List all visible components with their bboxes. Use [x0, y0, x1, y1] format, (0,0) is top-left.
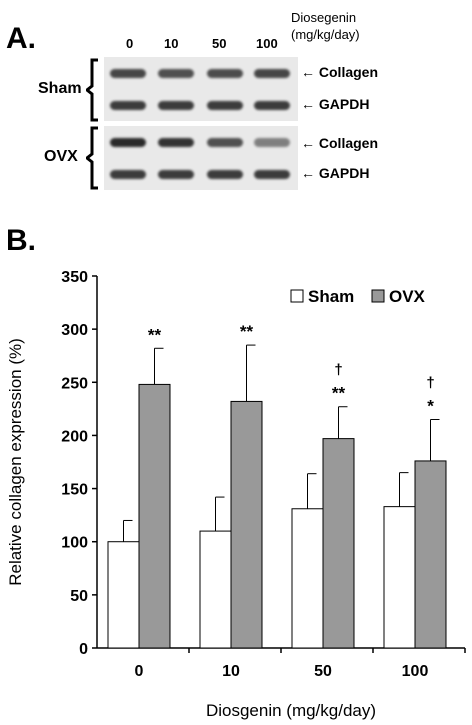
y-tick-label-0: 0	[79, 641, 88, 658]
bar-ovx-10	[230, 400, 263, 649]
row-label-sham-gapdh: ← GAPDH	[301, 96, 370, 112]
panel-a-label: A.	[6, 22, 36, 55]
ovx-bracket	[86, 126, 98, 190]
dose-label-50: 50	[212, 36, 227, 51]
band-ovx-gapdh-0	[110, 170, 146, 179]
bar-sham-50	[291, 508, 324, 649]
legend-label-sham: Sham	[308, 287, 354, 306]
bar-sham-10	[199, 530, 232, 649]
significance-50-2: **	[332, 384, 346, 403]
sham-bracket	[86, 58, 98, 122]
blot-row-sham-collagen	[104, 57, 298, 89]
significance-100-4: *	[427, 396, 434, 415]
band-sham-collagen-50	[207, 69, 243, 78]
y-tick-label-300: 300	[61, 322, 88, 339]
y-tick-label-350: 350	[61, 269, 88, 286]
significance-100-5: †	[426, 374, 434, 391]
dose-label-0: 0	[126, 36, 134, 51]
band-ovx-gapdh-10	[158, 170, 194, 179]
legend-swatch-ovx	[371, 289, 385, 303]
band-sham-collagen-10	[158, 69, 194, 78]
row-label-sham-collagen: ← Collagen	[301, 64, 379, 80]
row-label-ovx-collagen: ← Collagen	[301, 135, 379, 151]
ovx-group-label: OVX	[44, 148, 78, 165]
x-tick-label-50: 50	[314, 663, 332, 680]
drug-label-line1: Diosegenin	[291, 10, 357, 25]
y-tick-label-200: 200	[61, 428, 88, 445]
y-tick-label-150: 150	[61, 482, 88, 499]
drug-label-line2: (mg/kg/day)	[291, 27, 360, 42]
significance-10-1: **	[240, 322, 254, 341]
legend-swatch-sham	[290, 289, 304, 303]
y-tick-label-50: 50	[70, 588, 88, 605]
band-sham-gapdh-100	[254, 101, 290, 110]
x-tick-label-0: 0	[135, 663, 144, 680]
band-ovx-collagen-10	[158, 138, 194, 147]
band-ovx-gapdh-50	[207, 170, 243, 179]
sham-group-label: Sham	[38, 80, 82, 97]
blot-row-sham-gapdh	[104, 89, 298, 121]
band-sham-gapdh-0	[110, 101, 146, 110]
bar-ovx-50	[322, 438, 355, 649]
row-label-ovx-gapdh: ← GAPDH	[301, 165, 370, 181]
band-sham-gapdh-10	[158, 101, 194, 110]
bar-sham-100	[383, 506, 416, 649]
bar-ovx-0	[138, 383, 171, 649]
panel-b-label: B.	[6, 224, 36, 257]
x-axis-label: Diosgenin (mg/kg/day)	[206, 701, 376, 720]
dose-label-100: 100	[256, 36, 278, 51]
dose-label-10: 10	[164, 36, 179, 51]
band-ovx-collagen-0	[110, 138, 146, 147]
band-sham-collagen-0	[110, 69, 146, 78]
band-sham-gapdh-50	[207, 101, 243, 110]
band-ovx-collagen-100	[254, 138, 290, 147]
y-tick-label-250: 250	[61, 375, 88, 392]
blot-row-ovx-collagen	[104, 126, 298, 158]
bar-sham-0	[107, 541, 140, 649]
band-sham-collagen-100	[254, 69, 290, 78]
significance-50-3: †	[334, 362, 342, 379]
band-ovx-collagen-50	[207, 138, 243, 147]
bar-ovx-100	[414, 460, 447, 649]
significance-0-0: **	[148, 325, 162, 344]
x-tick-label-100: 100	[402, 663, 429, 680]
y-tick-label-100: 100	[61, 535, 88, 552]
blot-row-ovx-gapdh	[104, 158, 298, 190]
y-axis-label: Relative collagen expression (%)	[6, 338, 25, 586]
band-ovx-gapdh-100	[254, 170, 290, 179]
legend-label-ovx: OVX	[389, 287, 426, 306]
x-tick-label-10: 10	[222, 663, 240, 680]
